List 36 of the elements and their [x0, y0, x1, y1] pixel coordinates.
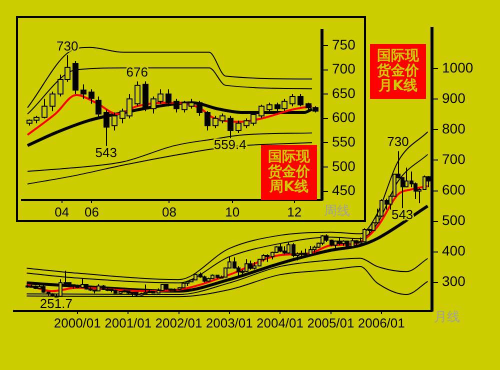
y-tick-label: 900	[442, 90, 466, 106]
y-tick-label: 450	[332, 182, 356, 198]
y-tick-label: 650	[332, 84, 356, 101]
y-tick-label: 1000	[442, 60, 474, 76]
annotation: 543	[95, 145, 117, 160]
y-tick-label: 500	[332, 158, 356, 174]
y-tick-label: 700	[332, 60, 356, 77]
x-tick-label: 04	[54, 204, 70, 220]
x-axis-title: 周线	[324, 203, 350, 220]
annotation: 251.7	[40, 296, 72, 312]
x-tick-label: 06	[84, 204, 99, 220]
x-tick-label: 2004/01	[256, 315, 304, 330]
text: 国际现货金价月K线	[370, 44, 426, 99]
y-tick-label: 300	[442, 273, 466, 290]
y-tick-label: 600	[332, 109, 356, 126]
y-tick-label: 700	[442, 151, 466, 168]
annotation: 730	[387, 134, 409, 150]
y-tick-label: 800	[442, 120, 466, 137]
x-tick-label: 2005/01	[307, 315, 354, 330]
x-tick-label: 12	[287, 204, 302, 220]
y-tick-label: 550	[332, 134, 356, 150]
x-tick-label: 2003/01	[206, 315, 253, 330]
x-tick-label: 08	[162, 204, 176, 220]
annotation: 543	[391, 207, 414, 222]
y-tick-label: 750	[332, 36, 356, 52]
x-tick-label: 2002/01	[155, 315, 202, 330]
y-tick-label: 400	[442, 242, 466, 259]
y-tick-label: 500	[442, 212, 466, 228]
x-tick-label: 10	[225, 204, 240, 220]
x-tick-label: 2001/01	[104, 315, 152, 330]
text: 国际现货金价周K线	[261, 145, 317, 200]
x-tick-label: 2000/01	[54, 315, 101, 330]
x-tick-label: 2006/01	[358, 315, 405, 330]
annotation: 730	[56, 38, 78, 54]
y-tick-label: 600	[442, 182, 466, 198]
x-axis-title: 月线	[434, 309, 460, 326]
